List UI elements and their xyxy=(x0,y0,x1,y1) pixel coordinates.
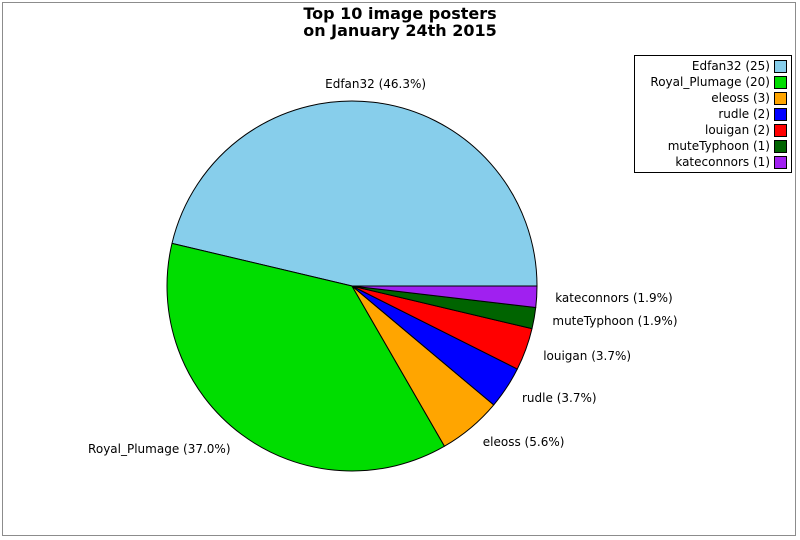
legend-item-label: louigan (2) xyxy=(704,123,770,137)
legend-item-label: Edfan32 (25) xyxy=(691,59,770,73)
slice-label-eleoss: eleoss (5.6%) xyxy=(482,434,565,449)
legend-item-Royal_Plumage: Royal_Plumage (20) xyxy=(635,74,791,90)
slice-label-muteTyphoon: muteTyphoon (1.9%) xyxy=(552,314,678,329)
legend-swatch-eleoss xyxy=(774,91,787,105)
legend-item-label: muteTyphoon (1) xyxy=(667,139,770,153)
legend-item-label: Royal_Plumage (20) xyxy=(650,75,770,89)
legend: Edfan32 (25) Royal_Plumage (20) eleoss (3)… xyxy=(634,55,792,173)
legend-item-Edfan32: Edfan32 (25) xyxy=(635,58,791,74)
legend-item-louigan: louigan (2) xyxy=(635,122,791,138)
legend-item-label: eleoss (3) xyxy=(711,91,770,105)
legend-item-kateconnors: kateconnors (1) xyxy=(635,154,791,170)
legend-swatch-kateconnors xyxy=(774,155,787,169)
legend-item-muteTyphoon: muteTyphoon (1) xyxy=(635,138,791,154)
slice-label-rudle: rudle (3.7%) xyxy=(522,390,597,405)
legend-swatch-Royal_Plumage xyxy=(774,75,787,89)
pie-slice-Edfan32 xyxy=(171,100,538,287)
legend-swatch-louigan xyxy=(774,123,787,137)
legend-swatch-rudle xyxy=(774,107,787,121)
pie-slice-kateconnors xyxy=(351,285,538,308)
slice-label-kateconnors: kateconnors (1.9%) xyxy=(555,290,673,305)
slice-label-Edfan32: Edfan32 (46.3%) xyxy=(325,76,427,91)
legend-item-rudle: rudle (2) xyxy=(635,106,791,122)
chart-title: Top 10 image posters on January 24th 201… xyxy=(303,4,497,40)
slice-label-Royal_Plumage: Royal_Plumage (37.0%) xyxy=(88,442,231,457)
legend-item-eleoss: eleoss (3) xyxy=(635,90,791,106)
legend-swatch-Edfan32 xyxy=(774,59,787,73)
slice-label-louigan: louigan (3.7%) xyxy=(543,348,632,363)
legend-item-label: rudle (2) xyxy=(718,107,770,121)
legend-swatch-muteTyphoon xyxy=(774,139,787,153)
pie-slice-Royal_Plumage xyxy=(166,242,445,472)
legend-item-label: kateconnors (1) xyxy=(675,155,770,169)
